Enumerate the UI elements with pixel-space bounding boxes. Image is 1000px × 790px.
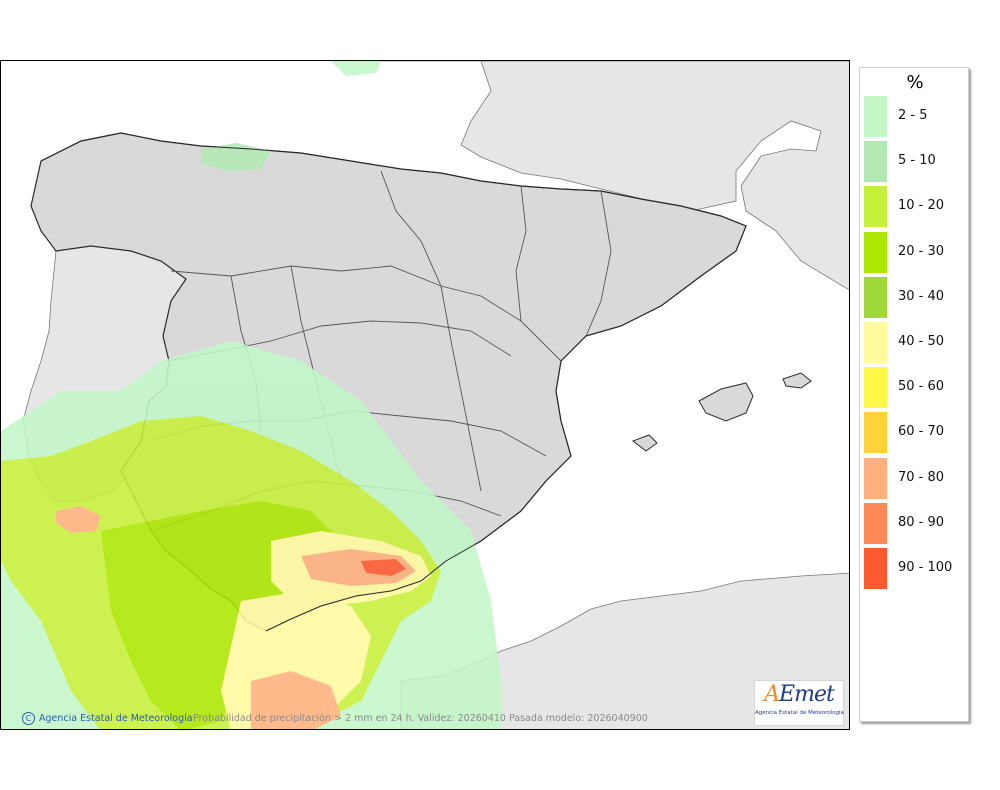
mallorca-island (698, 382, 754, 422)
legend-swatch (864, 276, 887, 318)
legend-swatch (864, 457, 887, 499)
legend-item: 2 - 5 (864, 96, 968, 138)
legend-swatch (864, 502, 887, 544)
legend-swatch (864, 186, 887, 228)
aemet-logo-mark: AEmet (764, 682, 835, 707)
legend-label: 30 - 40 (898, 288, 945, 304)
france-land (331, 61, 849, 291)
legend-item: 70 - 80 (864, 457, 968, 500)
precip-zone-90-100 (361, 559, 406, 576)
copyright-icon: C (22, 712, 35, 725)
legend-item: 90 - 100 (864, 548, 968, 590)
legend-label: 40 - 50 (898, 334, 945, 349)
agency-credit[interactable]: C Agencia Estatal de Meteorología (22, 712, 193, 725)
legend-swatch (864, 322, 887, 363)
spain-coastline (40, 132, 747, 632)
legend-item: 50 - 60 (864, 367, 968, 409)
ibiza-island (631, 434, 658, 452)
agency-credit-text: Agencia Estatal de Meteorología (39, 713, 193, 724)
precip-zone-70-80-west (56, 506, 101, 533)
legend-label: 20 - 30 (898, 243, 945, 259)
precip-zone-north-top (331, 61, 381, 76)
precipitation-overlay (1, 61, 501, 729)
legend-label: 10 - 20 (898, 198, 945, 214)
legend-label: 90 - 100 (898, 560, 953, 575)
legend-swatch (864, 231, 887, 273)
precip-zone-70-80-south (251, 671, 341, 729)
legend-item: 60 - 70 (864, 412, 968, 454)
legend-label: 80 - 90 (898, 514, 945, 530)
legend-swatch (864, 548, 887, 589)
menorca-island (782, 372, 812, 389)
legend-swatch (864, 412, 887, 454)
legend-panel: % 2 - 5 5 - 10 10 - 20 20 - 30 30 - 40 40 - 5… (859, 67, 969, 722)
legend-label: 5 - 10 (898, 153, 936, 169)
legend-swatch (864, 96, 887, 137)
legend-label: 50 - 60 (898, 379, 945, 395)
precip-zone-70-80 (301, 549, 416, 586)
aemet-logo: AEmet Agencia Estatal de Meteorología (754, 680, 844, 726)
legend-item: 20 - 30 (864, 231, 968, 274)
legend-label: 70 - 80 (898, 469, 945, 485)
aemet-logo-subtitle: Agencia Estatal de Meteorología (755, 710, 844, 716)
legend-item: 80 - 90 (864, 502, 968, 545)
legend-swatch (864, 141, 887, 183)
legend-item: 30 - 40 (864, 276, 968, 319)
legend-item: 40 - 50 (864, 322, 968, 364)
legend-swatch (864, 367, 887, 409)
legend-label: 2 - 5 (898, 108, 928, 123)
map-canvas (1, 61, 849, 729)
legend-unit: % (906, 72, 924, 93)
precipitation-probability-map[interactable] (0, 60, 850, 730)
map-caption: Probabilidad de precipitación > 2 mm en … (193, 713, 648, 724)
legend-item: 10 - 20 (864, 186, 968, 228)
legend-item: 5 - 10 (864, 141, 968, 183)
precip-zone-north (201, 143, 271, 171)
legend-label: 60 - 70 (898, 424, 945, 440)
